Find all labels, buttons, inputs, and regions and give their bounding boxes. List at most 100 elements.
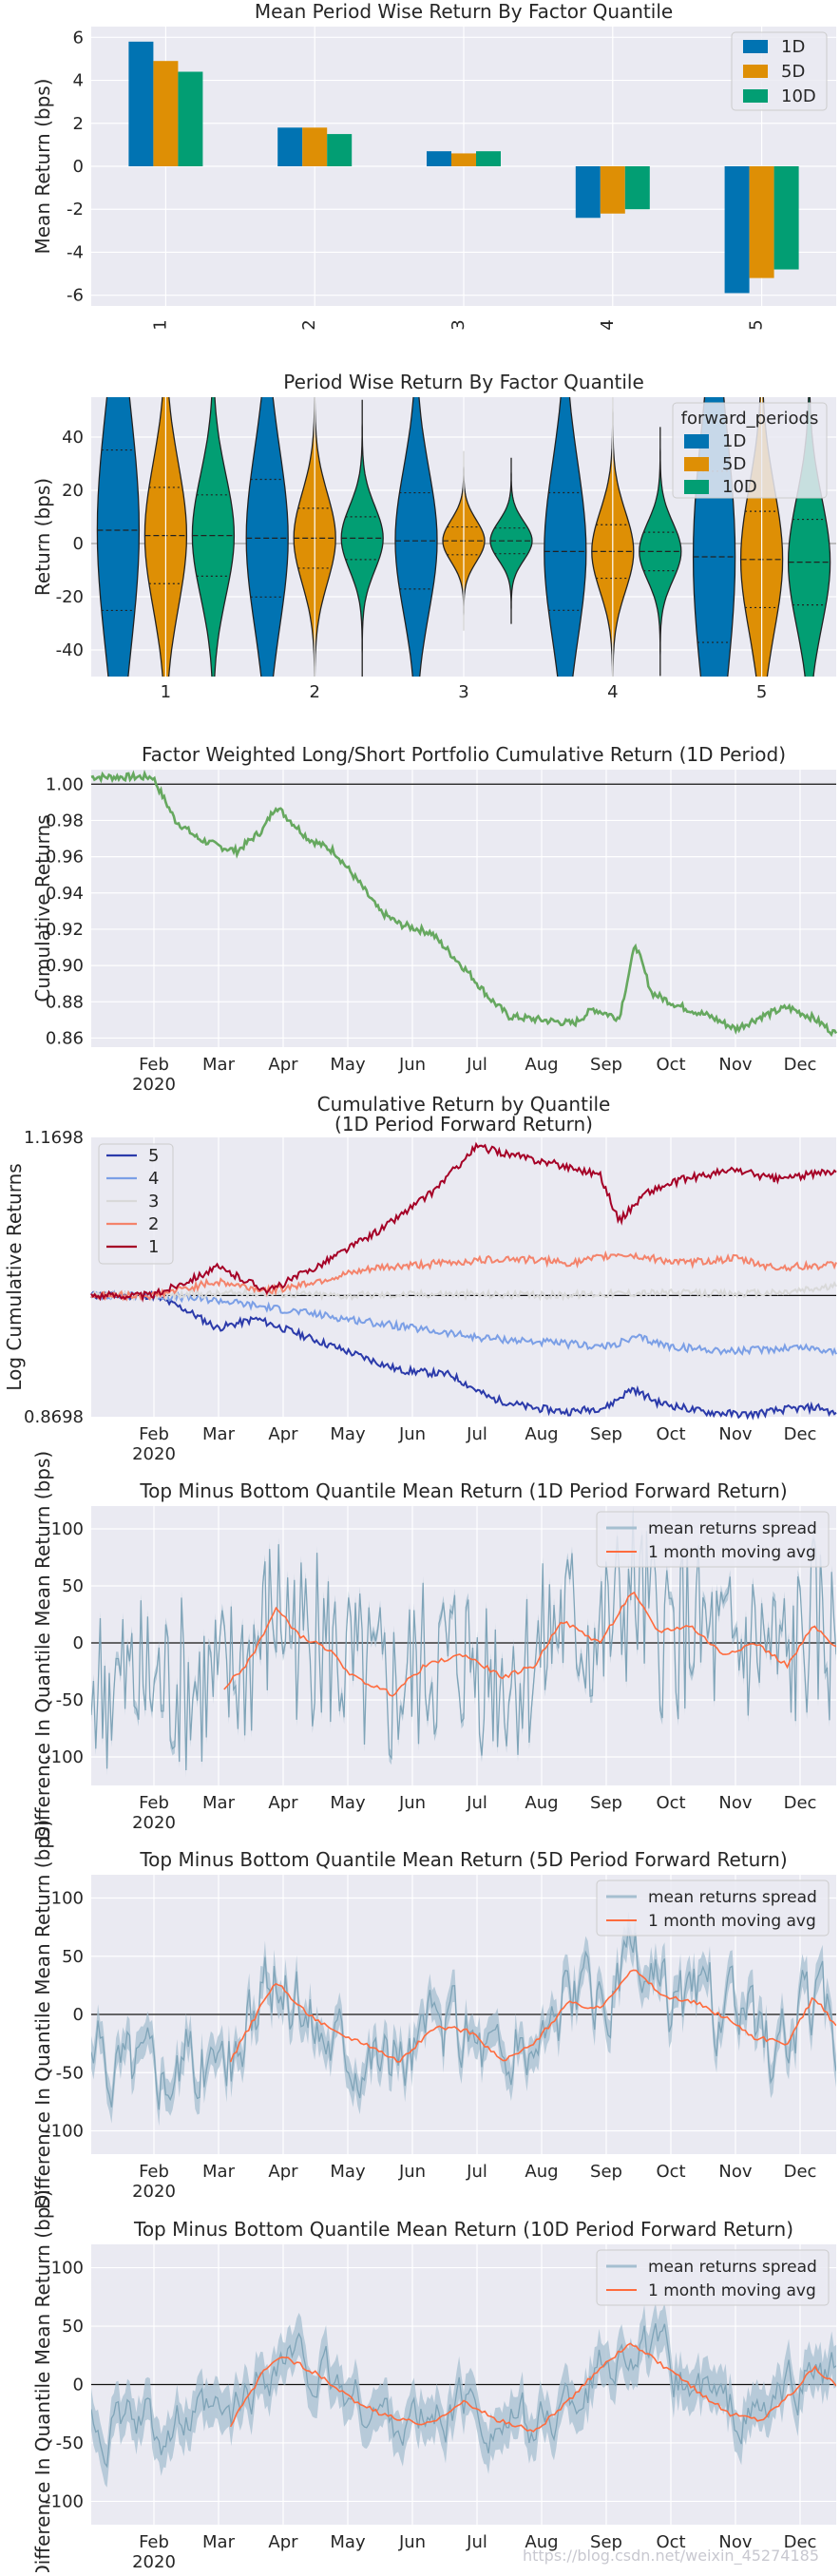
x-tick-label: 2020 [132,1813,176,1833]
y-tick-label: -50 [56,2433,84,2453]
y-tick-label: 50 [62,1576,84,1596]
x-tick-label: Jul [466,1424,487,1444]
legend-swatch-5D [684,457,709,471]
y-tick-label: 100 [51,2259,84,2279]
x-tick-label: Mar [202,2162,236,2182]
chart-subtitle: (1D Period Forward Return) [334,1113,593,1135]
x-tick-label: Dec [784,2532,817,2552]
legend-title: forward_periods [681,409,819,429]
legend-swatch-10D [684,480,709,494]
legend-box [672,402,828,499]
y-axis-label: Log Cumulative Returns [3,1163,26,1390]
x-tick-label: May [330,2532,366,2552]
y-tick-label: -100 [45,2491,84,2511]
x-tick-label: 2020 [132,1444,176,1464]
x-tick-label: Sep [590,2162,622,2182]
legend-label-3: 3 [148,1192,159,1212]
y-tick-label: 4 [73,71,84,91]
x-tick-label: Sep [590,1424,622,1444]
plot-area [91,1137,836,1417]
y-axis-label: Difference In Quantile Mean Return (bps) [31,1451,54,1841]
legend-label-10D: 10D [722,477,757,497]
x-tick-label: 2 [309,682,319,702]
x-tick-label: Nov [718,2532,752,2552]
x-tick-label: Sep [590,2532,622,2552]
quantile-line-5 [90,1289,837,1421]
x-tick-label: 3 [458,682,468,702]
legend-label-10D: 10D [781,86,816,106]
legend-label-spread: mean returns spread [648,1888,817,1907]
bar-10D-q3 [476,151,501,166]
x-tick-label: Jun [398,1424,426,1444]
x-tick-label: Aug [525,2162,558,2182]
x-tick-label: Sep [590,1793,622,1813]
x-tick-label: Feb [139,2162,169,2182]
x-tick-label: Aug [525,1424,558,1444]
bar-5D-q1 [153,61,179,166]
cumulative-return-line [90,769,838,1038]
x-tick-label: Oct [656,1793,685,1813]
x-tick-label: Oct [656,1055,685,1075]
x-tick-label: Mar [202,1055,236,1075]
x-tick-label: Apr [268,2532,298,2552]
y-tick-label: -50 [56,2063,84,2083]
legend-box [596,1511,830,1568]
violin-1D-q4 [544,397,587,677]
y-tick-label: 0.90 [46,956,84,976]
y-tick-label: 100 [51,1519,84,1539]
chart-title: Period Wise Return By Factor Quantile [283,371,644,393]
bar-1D-q2 [277,127,303,166]
x-tick-label: Sep [590,1055,622,1075]
y-tick-label: 1.1698 [24,1128,84,1148]
chart-title: Cumulative Return by Quantile [317,1093,611,1116]
y-tick-label: 0.92 [46,920,84,940]
x-tick-label: 2020 [132,2182,176,2202]
moving-avg-line [223,1591,836,1697]
x-tick-label: May [330,1424,366,1444]
y-tick-label: -50 [56,1690,84,1710]
x-tick-label: Oct [656,1424,685,1444]
y-tick-label: 0 [73,157,84,177]
x-tick-label: Dec [784,1055,817,1075]
chart-title: Top Minus Bottom Quantile Mean Return (1… [133,2218,793,2241]
y-tick-label: 40 [62,428,84,448]
y-tick-label: 100 [51,1889,84,1909]
y-axis-label: Mean Return (bps) [31,79,54,255]
y-tick-label: 0 [73,534,84,554]
x-tick-label: Feb [139,1793,169,1813]
bar-1D-q1 [128,41,154,167]
y-tick-label: -4 [67,242,84,262]
y-tick-label: 1.00 [46,774,84,794]
y-axis-label: Cumulative Returns [31,814,54,1002]
x-tick-label: Nov [718,1793,752,1813]
legend-label-mavg: 1 month moving avg [648,1543,816,1562]
y-tick-label: 20 [62,481,84,501]
x-tick-label: Oct [656,2532,685,2552]
watermark-text: https://blog.csdn.net/weixin_45274185 [522,2547,819,2565]
x-tick-label: Aug [525,2532,558,2552]
y-tick-label: 0 [73,2376,84,2395]
bar-10D-q1 [178,71,203,166]
bar-5D-q3 [451,153,476,166]
bar-1D-q4 [575,166,601,219]
mean-returns-spread-line [91,2323,836,2469]
x-tick-label: Dec [784,1424,817,1444]
x-tick-label: Nov [718,1055,752,1075]
x-tick-label: Jul [466,1793,487,1813]
bar-1D-q5 [724,166,750,294]
x-tick-label: Feb [139,1055,169,1075]
legend-swatch-5D [743,65,768,78]
legend-label-5: 5 [148,1146,159,1166]
x-tick-label: 5 [756,682,767,702]
mean-returns-spread-line [91,1512,836,1771]
x-tick-label: Mar [202,2532,236,2552]
legend-swatch-1D [743,40,768,53]
legend-label-5D: 5D [722,454,746,474]
bar-5D-q2 [302,127,328,166]
bar-5D-q5 [749,166,774,278]
legend-label-mavg: 1 month moving avg [648,2281,816,2300]
